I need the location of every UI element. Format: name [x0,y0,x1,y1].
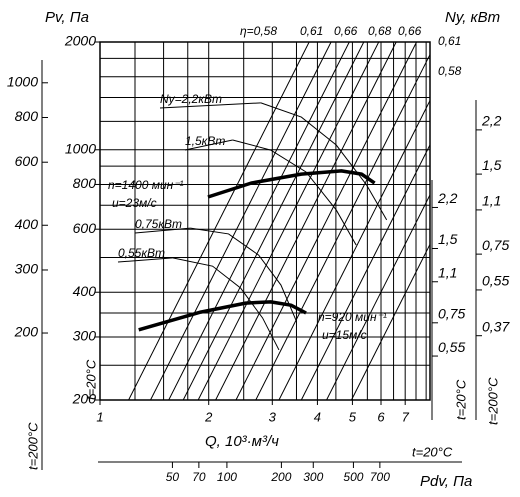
y-tick-label: 200 [72,391,97,407]
system-line [351,243,430,400]
y-outer-tick-label: 200 [14,324,39,340]
system-line [182,42,365,400]
x-tick-label: 5 [349,409,357,424]
x-tick-label: 1 [96,409,103,424]
y-tick-label: 300 [73,328,97,344]
pdv-title: Pdv, Па [420,473,472,490]
power-label: 0,75кВт [135,217,182,231]
pressure-curve [138,300,307,332]
y-outer-label: t=200°C [25,422,40,470]
curve-label: n=920 мин⁻¹ [318,310,387,324]
system-line [168,42,350,400]
pdv-tick-label: 70 [192,470,206,484]
ny-tick-label: 1,1 [438,264,457,280]
plot-area [100,42,430,400]
power-label: 1,5кВт [185,134,225,148]
efficiency-label: 0,66 [398,24,422,38]
y-axis-title: Pv, Па [45,9,89,26]
efficiency-label: 0,61 [300,24,323,38]
power-curve [260,102,388,221]
efficiency-label: 0,58 [438,64,462,78]
leader [184,139,233,151]
leader [134,227,191,234]
ny-tick-label: 1,5 [482,157,502,173]
ny-tick-label: 1,5 [438,231,458,247]
ny-tick-label: 0,37 [482,318,510,334]
pdv-tick-label: 500 [343,470,363,484]
pressure-curve [207,169,376,199]
pdv-tick-label: 50 [166,470,180,484]
ny-tick-label: 0,75 [482,237,509,253]
y-temp-label: t=20°C [83,359,98,400]
system-line [215,42,397,400]
pdv-tick-label: 200 [270,470,291,484]
x-tick-label: 7 [402,409,410,424]
y-outer-tick-label: 400 [15,216,39,232]
y-outer-tick-label: 1000 [7,73,38,89]
ny-scale-label: t=200°C [485,377,500,425]
leader [159,102,261,109]
pdv-tick-label: 100 [217,470,237,484]
system-line [255,53,430,400]
pdv-tick-label: 700 [370,470,390,484]
leader [117,257,173,263]
x-tick-label: 2 [204,409,213,424]
efficiency-label: 0,66 [334,24,358,38]
y-outer-tick-label: 600 [15,153,39,169]
y-tick-label: 2000 [64,33,96,49]
power-curve [172,257,280,351]
curve-label: n=1400 мин⁻¹ [108,178,184,192]
y-outer-tick-label: 300 [15,261,39,277]
y-tick-label: 800 [73,175,97,191]
power-curve [232,139,357,246]
ny-tick-label: 2,2 [437,190,458,206]
system-line [235,42,417,400]
ny-tick-label: 0,75 [438,306,465,322]
efficiency-label: η=0,58 [240,24,277,38]
x-tick-label: 6 [377,409,385,424]
system-line [326,193,430,400]
ny-tick-label: 0,55 [438,339,465,355]
y-tick-label: 1000 [65,140,96,156]
power-label: 0,55кВт [118,246,165,260]
velocity-label: u=15м/с [322,328,367,342]
ny-tick-label: 0,55 [482,273,509,289]
power-curve [190,227,297,321]
pdv-temp-label: t=20°C [412,444,453,459]
efficiency-label: 0,61 [438,34,461,48]
system-line [300,143,430,400]
x-tick-label: 4 [314,409,321,424]
ny-tick-label: 2,2 [481,113,502,129]
system-line [278,99,430,400]
pdv-tick-label: 300 [303,470,323,484]
y-tick-label: 400 [73,283,97,299]
ny-tick-label: 1,1 [482,193,501,209]
system-line [197,42,380,400]
x-tick-label: 3 [269,409,277,424]
y-tick-label: 600 [73,220,97,236]
efficiency-label: 0,68 [368,24,392,38]
y2-axis-title: Ny, кВт [445,9,500,26]
system-line [128,42,310,400]
ny-scale-label: t=20°C [453,379,468,420]
system-line [150,42,332,400]
y-outer-tick-label: 800 [15,108,39,124]
velocity-label: u=23м/с [112,196,157,210]
power-label: Ny=2,2кВт [160,92,222,106]
x-axis-title: Q, 10³·м³/ч [205,433,279,450]
